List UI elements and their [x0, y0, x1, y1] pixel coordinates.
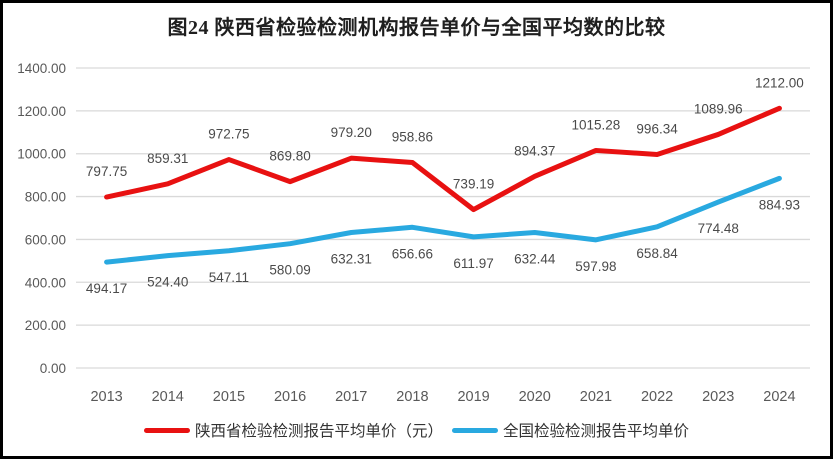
data-label: 972.75 [208, 127, 249, 142]
data-label: 797.75 [86, 164, 127, 179]
y-axis-tick-label: 1400.00 [17, 61, 66, 76]
data-label: 597.98 [575, 259, 616, 274]
y-axis-tick-label: 1200.00 [17, 104, 66, 119]
x-axis-tick-label: 2018 [396, 389, 428, 405]
y-axis-tick-label: 0.00 [40, 361, 66, 376]
x-axis-tick-label: 2022 [641, 389, 673, 405]
data-label: 774.48 [698, 221, 739, 236]
x-axis-tick-label: 2016 [274, 389, 306, 405]
x-axis-tick-label: 2021 [580, 389, 612, 405]
x-axis-tick-label: 2015 [213, 389, 245, 405]
data-label: 996.34 [636, 121, 678, 136]
series-line-national [104, 175, 782, 265]
data-label: 884.93 [759, 197, 800, 212]
chart-title: 图24 陕西省检验检测机构报告单价与全国平均数的比较 [167, 17, 666, 39]
data-label: 739.19 [453, 177, 494, 192]
data-label: 1089.96 [694, 101, 743, 116]
data-label: 1212.00 [755, 75, 804, 90]
data-label: 958.86 [392, 130, 433, 145]
data-label: 547.11 [209, 270, 249, 285]
x-axis-tick-label: 2023 [702, 389, 734, 405]
data-label: 611.97 [453, 256, 493, 271]
legend-red-line-swatch [143, 427, 190, 433]
data-label: 632.31 [331, 252, 372, 267]
data-label: 524.40 [147, 275, 188, 290]
data-label: 869.80 [269, 149, 310, 164]
x-axis-tick-label: 2019 [457, 389, 489, 405]
data-label: 494.17 [86, 281, 127, 296]
x-axis-tick-label: 2017 [335, 389, 367, 405]
data-label: 632.44 [514, 251, 556, 266]
x-axis-tick-label: 2020 [519, 389, 551, 405]
y-axis-tick-label: 800.00 [25, 190, 66, 205]
legend-item-shaanxi: 陕西省检验检测报告平均单价（元） [143, 419, 443, 441]
data-label: 580.09 [269, 263, 310, 278]
data-label: 894.37 [514, 143, 555, 158]
data-label: 1015.28 [572, 117, 621, 132]
y-axis-tick-label: 1000.00 [17, 147, 66, 162]
legend-label-national: 全国检验检测报告平均单价 [503, 423, 690, 440]
x-axis-tick-label: 2024 [763, 389, 795, 405]
legend-label-shaanxi: 陕西省检验检测报告平均单价（元） [194, 423, 443, 440]
data-label: 656.66 [392, 246, 433, 261]
data-label: 979.20 [331, 125, 372, 140]
y-axis-tick-label: 600.00 [25, 232, 66, 247]
y-axis-tick-label: 200.00 [25, 318, 66, 333]
legend-blue-line-swatch [452, 427, 498, 433]
data-label: 859.31 [147, 151, 188, 166]
x-axis-tick-label: 2014 [152, 389, 184, 405]
series-line-shaanxi [104, 105, 782, 213]
data-label: 658.84 [636, 246, 678, 261]
y-axis-tick-label: 400.00 [25, 275, 66, 290]
chart-legend: 陕西省检验检测报告平均单价（元） 全国检验检测报告平均单价 [0, 420, 833, 440]
x-axis-tick-label: 2013 [90, 389, 122, 405]
legend-item-national: 全国检验检测报告平均单价 [452, 419, 689, 441]
